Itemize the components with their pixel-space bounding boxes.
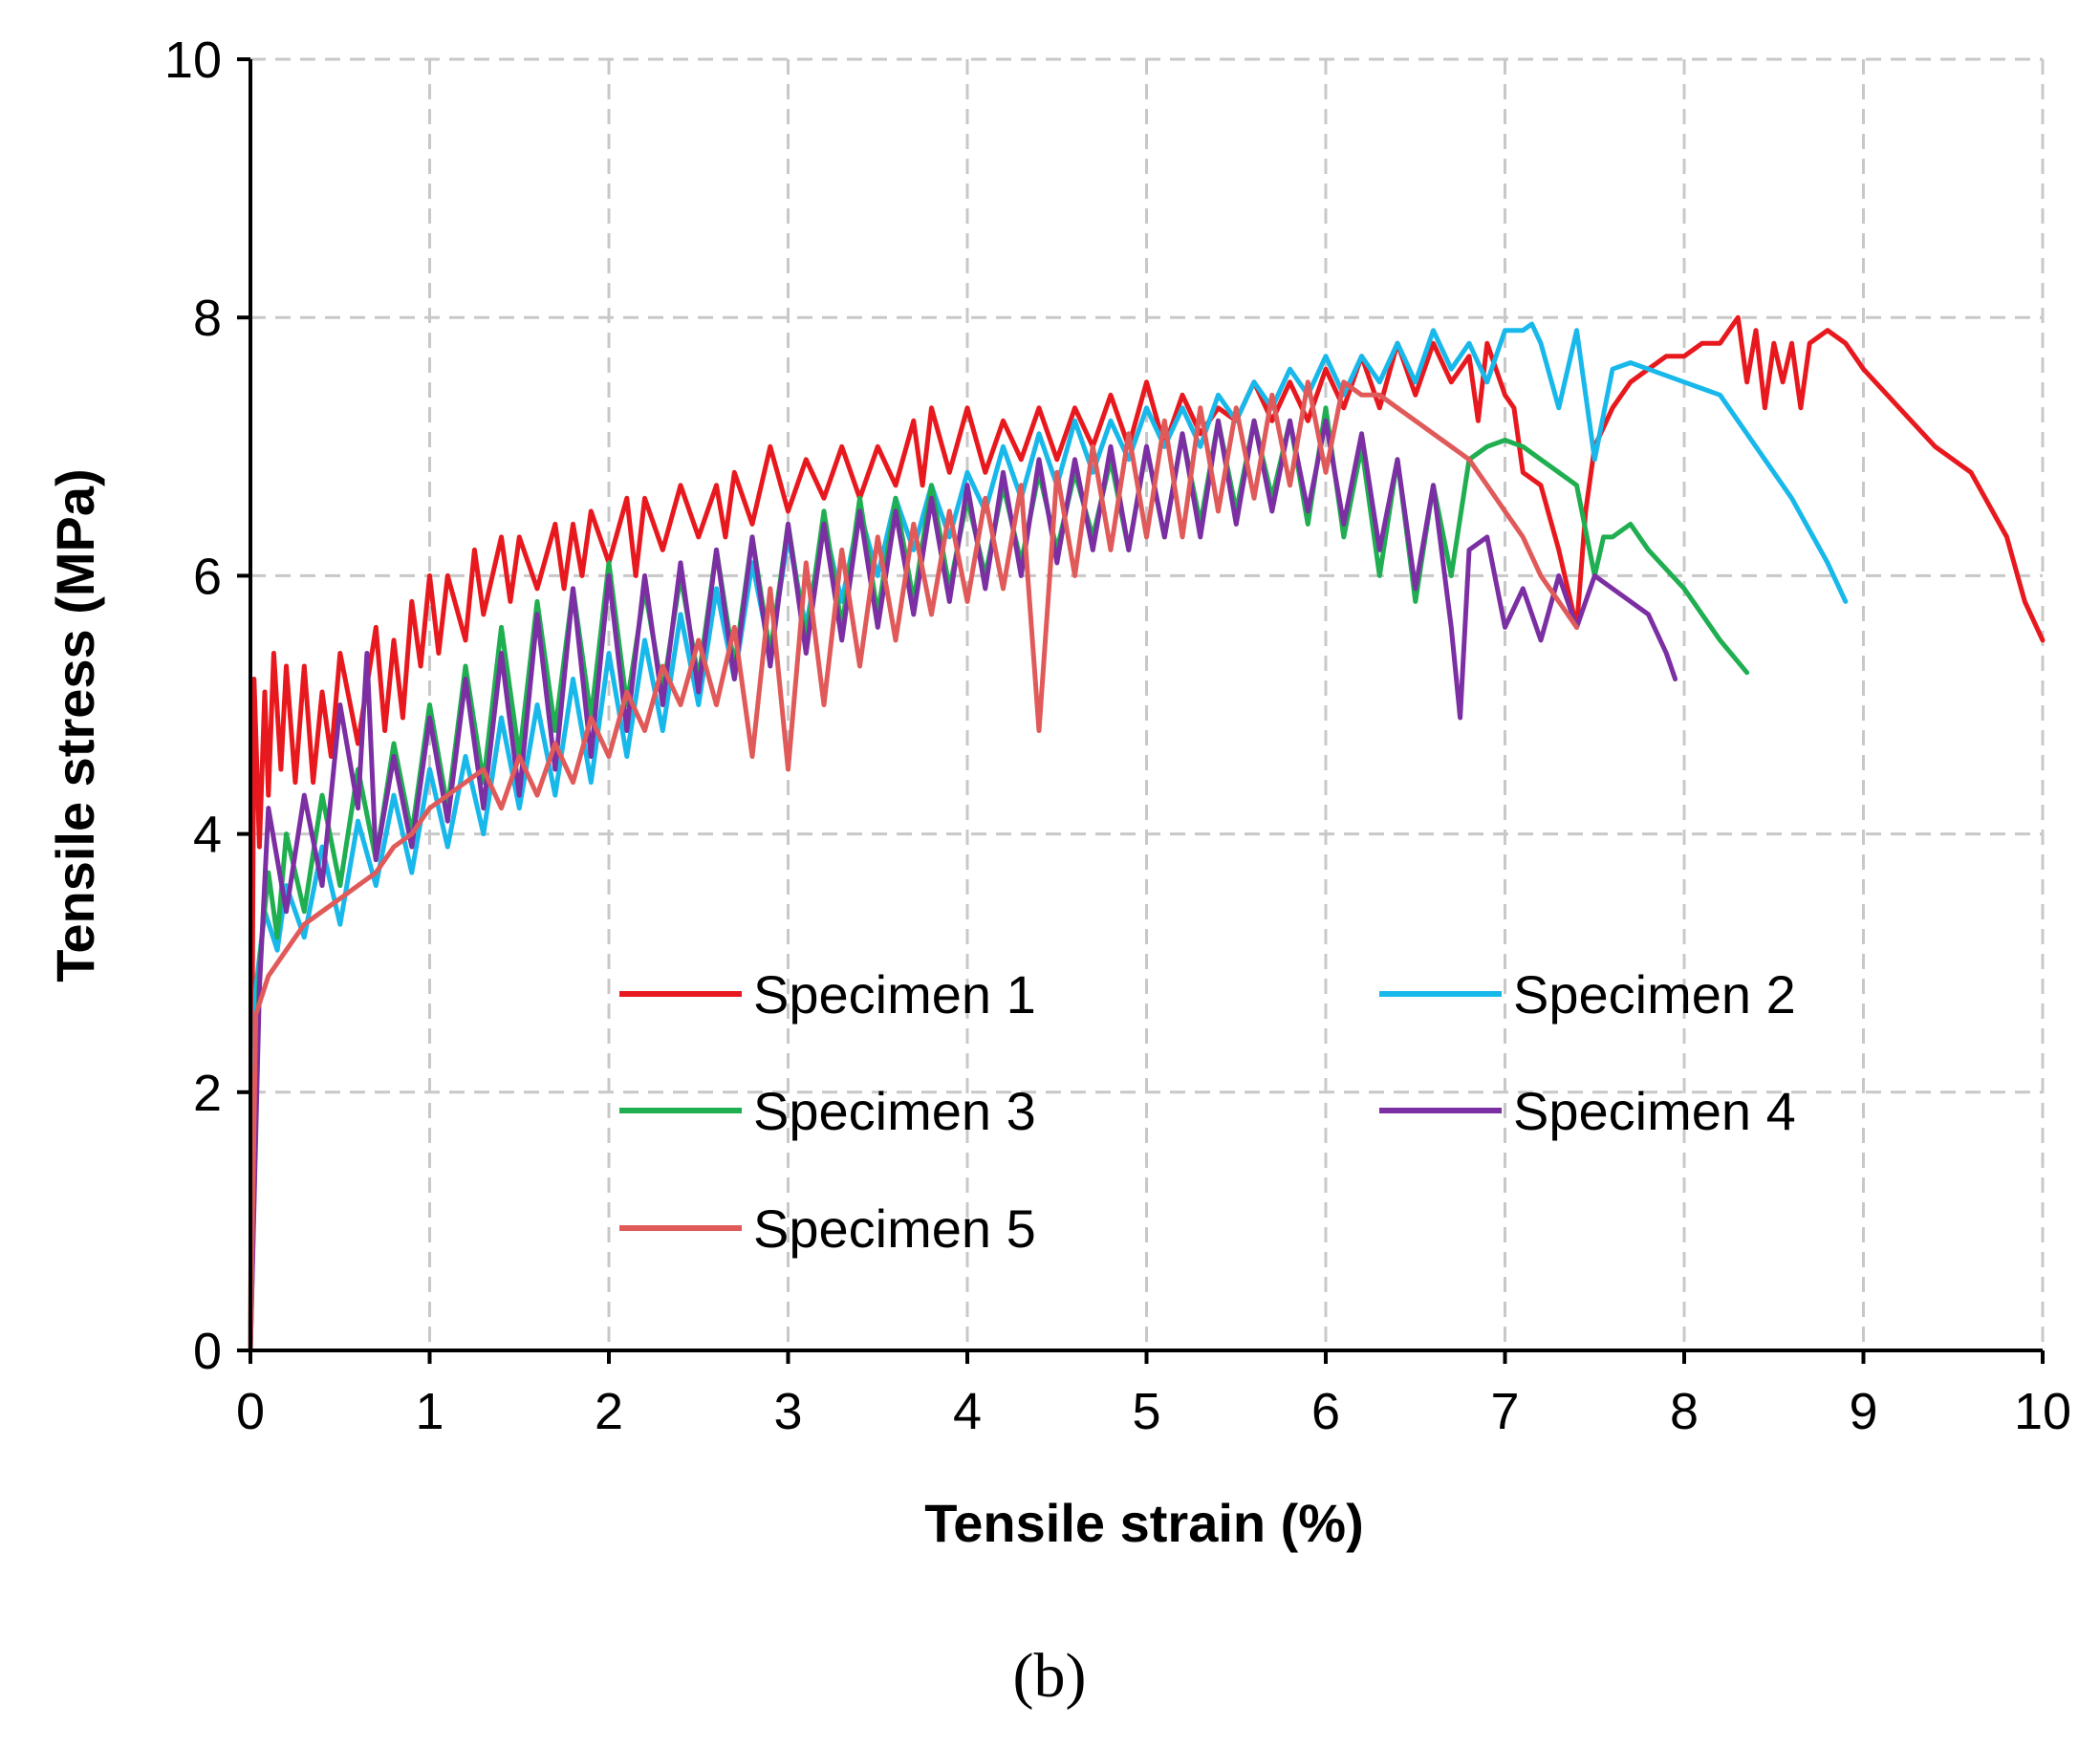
y-tick-label-0: 0 <box>193 1323 222 1380</box>
series-line-specimen-4 <box>248 418 1678 1353</box>
y-tick-label-8: 8 <box>193 290 222 347</box>
x-tick-label-0: 0 <box>236 1383 265 1440</box>
panel-label: (b) <box>1013 1641 1087 1711</box>
x-tick-label-9: 9 <box>1849 1383 1877 1440</box>
legend-label-specimen-4: Specimen 4 <box>1513 1081 1796 1141</box>
x-tick-label-7: 7 <box>1490 1383 1519 1440</box>
x-tick-label-8: 8 <box>1670 1383 1699 1440</box>
y-tick-label-2: 2 <box>193 1065 222 1122</box>
x-tick-label-10: 10 <box>2014 1383 2071 1440</box>
series-line-specimen-5 <box>248 379 1579 1353</box>
legend-label-specimen-5: Specimen 5 <box>753 1198 1036 1259</box>
x-tick-label-3: 3 <box>773 1383 802 1440</box>
legend-label-specimen-1: Specimen 1 <box>753 964 1036 1025</box>
y-tick-label-10: 10 <box>164 32 222 89</box>
grid-lines <box>250 57 2045 1350</box>
x-tick-label-6: 6 <box>1311 1383 1340 1440</box>
x-tick-label-1: 1 <box>415 1383 444 1440</box>
x-tick-label-5: 5 <box>1132 1383 1160 1440</box>
series-line-specimen-1 <box>248 314 2046 1353</box>
legend-label-specimen-3: Specimen 3 <box>753 1081 1036 1141</box>
y-axis-title: Tensile stress (MPa) <box>45 468 105 982</box>
x-tick-label-2: 2 <box>595 1383 623 1440</box>
x-axis-title: Tensile strain (%) <box>924 1493 1364 1553</box>
legend-label-specimen-2: Specimen 2 <box>1513 964 1796 1025</box>
series-line-specimen-2 <box>248 321 1849 1353</box>
axes <box>237 57 2045 1364</box>
y-tick-label-4: 4 <box>193 807 222 864</box>
series-layer <box>248 314 2046 1353</box>
legend: Specimen 1 Specimen 2 Specimen 3 Specimen 4… <box>619 964 1796 1259</box>
y-tick-label-6: 6 <box>193 548 222 605</box>
x-tick-label-4: 4 <box>953 1383 982 1440</box>
tick-labels: 0 1 2 3 4 5 6 7 8 9 10 0 2 4 6 8 10 <box>164 32 2071 1440</box>
